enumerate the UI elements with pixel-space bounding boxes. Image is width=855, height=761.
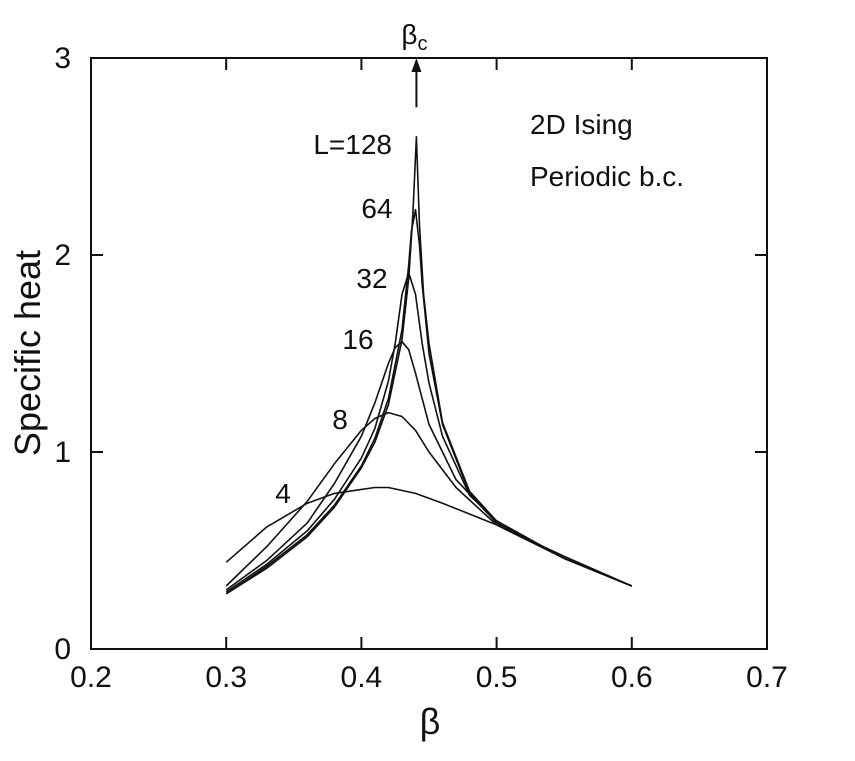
critical-point-subscript: c <box>417 33 427 55</box>
curve-8 <box>225 411 633 587</box>
y-axis-label: Specific heat <box>7 250 48 456</box>
curve-label-64: 64 <box>361 193 392 224</box>
axis-ticks <box>90 57 768 650</box>
curves <box>225 136 633 595</box>
annotation-model: 2D Ising <box>530 109 633 140</box>
plot-frame <box>90 57 768 650</box>
curve-32 <box>225 271 633 593</box>
x-tick-label: 0.5 <box>476 661 518 694</box>
curve-label-8: 8 <box>332 404 348 435</box>
curve-labels: 4 8 16 32 64 L=128 <box>275 129 392 509</box>
x-axis-label: β <box>420 701 441 742</box>
x-tick-label: 0.4 <box>341 661 383 694</box>
critical-point-arrowhead <box>411 58 422 72</box>
curve-64 <box>225 208 633 595</box>
critical-point-symbol: β <box>401 19 417 50</box>
y-tick-label: 1 <box>54 436 71 469</box>
critical-point-label: βc <box>401 19 427 55</box>
y-tick-label: 0 <box>54 633 71 666</box>
tick-labels: 0.2 0.3 0.4 0.5 0.6 0.7 0 1 2 3 <box>54 42 788 694</box>
y-tick-label: 3 <box>54 42 71 75</box>
curve-l128 <box>225 136 633 595</box>
x-tick-label: 0.3 <box>205 661 247 694</box>
x-tick-label: 0.7 <box>746 661 788 694</box>
curve-label-l128: L=128 <box>313 129 392 160</box>
annotation-boundary: Periodic b.c. <box>530 161 684 192</box>
x-tick-label: 0.2 <box>70 661 112 694</box>
y-tick-label: 2 <box>54 239 71 272</box>
x-tick-label: 0.6 <box>611 661 653 694</box>
curve-label-32: 32 <box>356 263 387 294</box>
curve-label-16: 16 <box>342 324 373 355</box>
curve-label-4: 4 <box>275 478 291 509</box>
